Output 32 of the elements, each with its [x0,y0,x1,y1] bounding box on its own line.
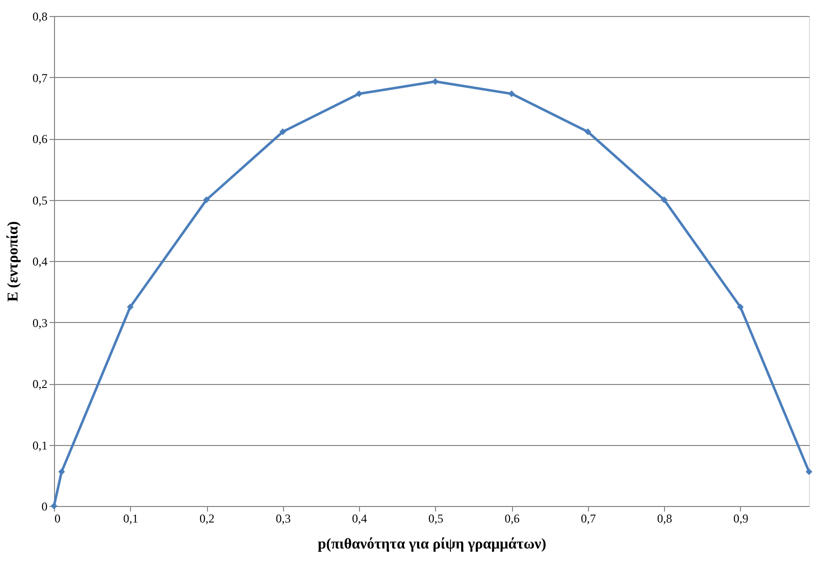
x-tick-label: 0,9 [733,512,748,526]
x-tick-label: 0,6 [504,512,520,526]
x-tick-label: 0,2 [200,512,215,526]
point [584,128,592,136]
point [279,128,286,136]
y-axis-title: E (εντροπία) [6,221,22,302]
point [737,304,744,310]
x-tick-label: 0,1 [123,512,138,526]
y-tick-label: 0,1 [32,438,48,452]
point [126,304,134,310]
x-tick-label: 0,4 [352,512,368,526]
y-tick-label: 0,3 [32,316,48,330]
point [806,468,812,476]
y-tick-label: 0,2 [32,377,48,391]
point [356,90,362,98]
y-tick-label: 0,4 [32,254,48,268]
y-tick-label: 0 [42,500,48,514]
x-tick-label: 0,8 [657,512,672,526]
y-tick-label: 0,6 [32,132,48,146]
y-tick-label: 0,5 [32,193,48,208]
y-tick-label: 0,8 [32,10,48,24]
point [508,90,515,98]
x-tick-label: 0 [54,512,60,526]
x-tick-label: 0,3 [276,512,291,526]
x-tick-label: 0,5 [428,512,444,526]
point [660,196,668,204]
point [432,78,439,85]
x-tick-label: 0,7 [580,512,596,526]
point [58,468,65,476]
point [203,196,210,204]
x-axis-title: p(πιθανότητα για ρίψη γραμμάτων) [318,536,546,552]
y-tick-label: 0,7 [32,70,48,85]
